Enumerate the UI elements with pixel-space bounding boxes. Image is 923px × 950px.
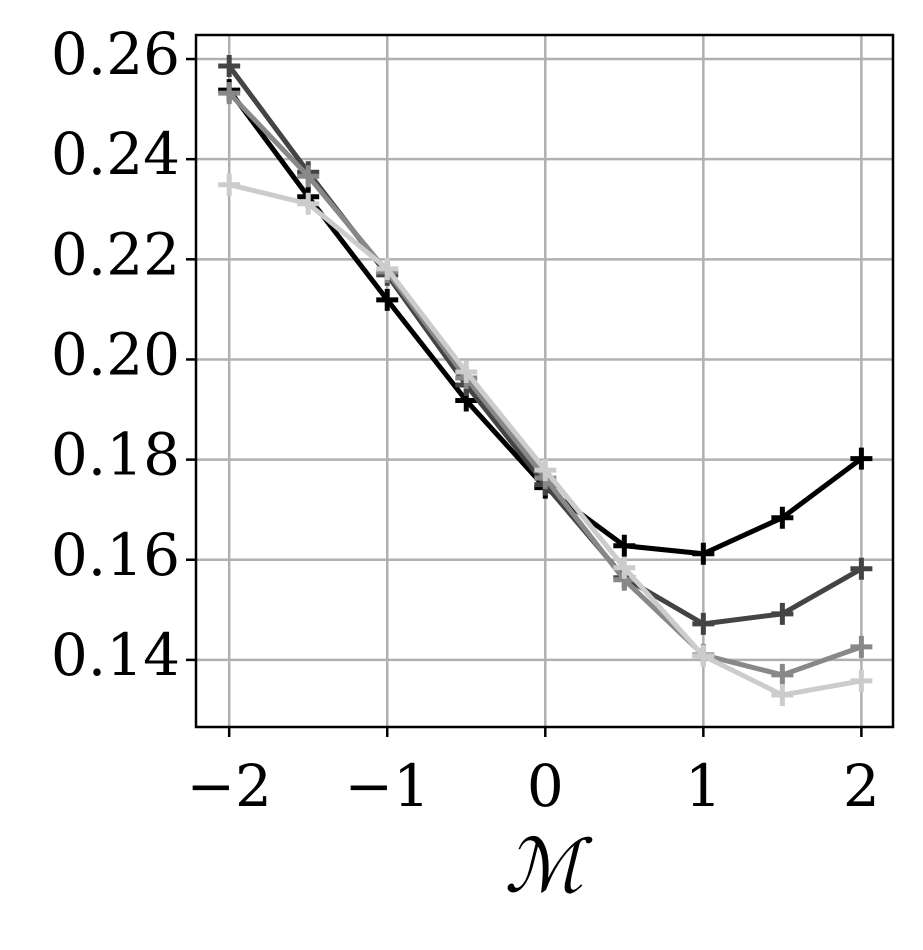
marker	[376, 257, 399, 280]
marker	[297, 192, 320, 215]
marker	[771, 506, 794, 529]
y-tick-label: 0.22	[51, 220, 180, 288]
x-tick-label: 2	[843, 752, 880, 820]
marker	[850, 557, 873, 580]
marker	[376, 288, 399, 311]
marker	[771, 602, 794, 625]
marker	[218, 173, 241, 196]
x-tick-label: −1	[344, 752, 430, 820]
marker	[613, 534, 636, 557]
y-tick-label: 0.24	[51, 120, 180, 188]
x-tick-label: 0	[527, 752, 564, 820]
marker	[613, 556, 636, 579]
y-tick-label: 0.18	[51, 421, 180, 489]
marker	[850, 635, 873, 658]
marker	[692, 644, 715, 667]
marker	[771, 663, 794, 686]
plot-frame	[194, 33, 895, 729]
marker	[455, 360, 478, 383]
marker	[850, 447, 873, 470]
marker	[218, 82, 241, 105]
x-tick-label: −2	[186, 752, 272, 820]
y-tick-label: 0.20	[51, 320, 180, 388]
marker	[297, 165, 320, 188]
marker	[534, 459, 557, 482]
x-tick-label: 1	[685, 752, 722, 820]
marker	[692, 612, 715, 635]
marker	[218, 55, 241, 78]
marker	[771, 683, 794, 706]
y-tick-label: 0.26	[51, 20, 180, 88]
x-axis-label: ℳ	[504, 823, 593, 909]
y-tick-label: 0.14	[51, 621, 180, 689]
marker	[850, 669, 873, 692]
marker	[692, 542, 715, 565]
y-tick-label: 0.16	[51, 521, 180, 589]
